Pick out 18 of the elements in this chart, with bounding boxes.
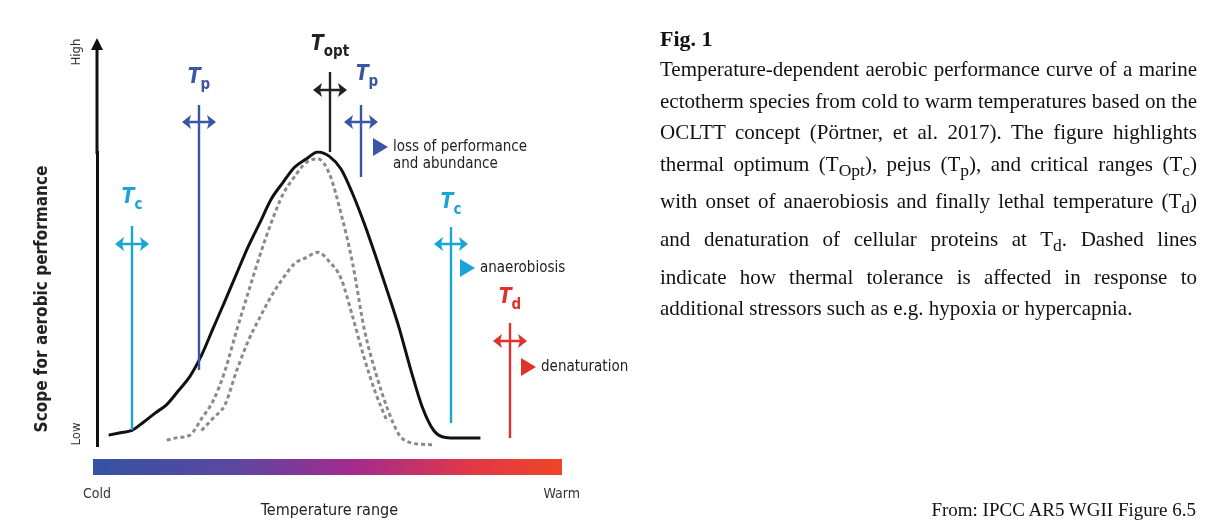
annotation: loss of performance and abundance xyxy=(393,137,528,172)
text: T$_{p}$ xyxy=(187,64,211,95)
text: T$_{opt}$ xyxy=(310,31,350,62)
x-tick-label: Warm xyxy=(543,485,580,502)
x-axis-title: Temperature range xyxy=(259,499,399,519)
y-axis-title: Scope for aerobic performance xyxy=(30,165,51,433)
annotation: T$_{d}$ xyxy=(498,284,522,315)
annotation: anaerobiosis xyxy=(480,258,566,276)
text: High xyxy=(68,38,83,66)
text: Temperature-dependent aerobic performance curve of a marine ectotherm species from cold to warm temperatures based on the OCLTT concept (Pörtner, et al. 2017). The figure highlights thermal optimum (T$_{Opt}$), pejus (T$_{p}$), and critical ranges (T$_{c}$) with onset of anaerobiosis and finally lethal temperature (T$_{d}$) and denaturation of cellular proteins at T$_{d}$. Dashed lines indicate how thermal tolerance is affected in response to additional stressors such as e.g. hypoxia or hypercapnia. xyxy=(660,57,1197,321)
text: From: IPCC AR5 WGII Figure 6.5 xyxy=(931,499,1196,521)
text: Low xyxy=(68,422,83,446)
text: Fig. 1 xyxy=(660,26,714,52)
text: T$_{p}$ xyxy=(355,61,379,92)
annotation: T$_{c}$ xyxy=(440,189,462,220)
annotation: T$_{c}$ xyxy=(121,184,143,215)
x-tick-label: Cold xyxy=(83,485,111,502)
annotation: denaturation xyxy=(541,357,629,375)
